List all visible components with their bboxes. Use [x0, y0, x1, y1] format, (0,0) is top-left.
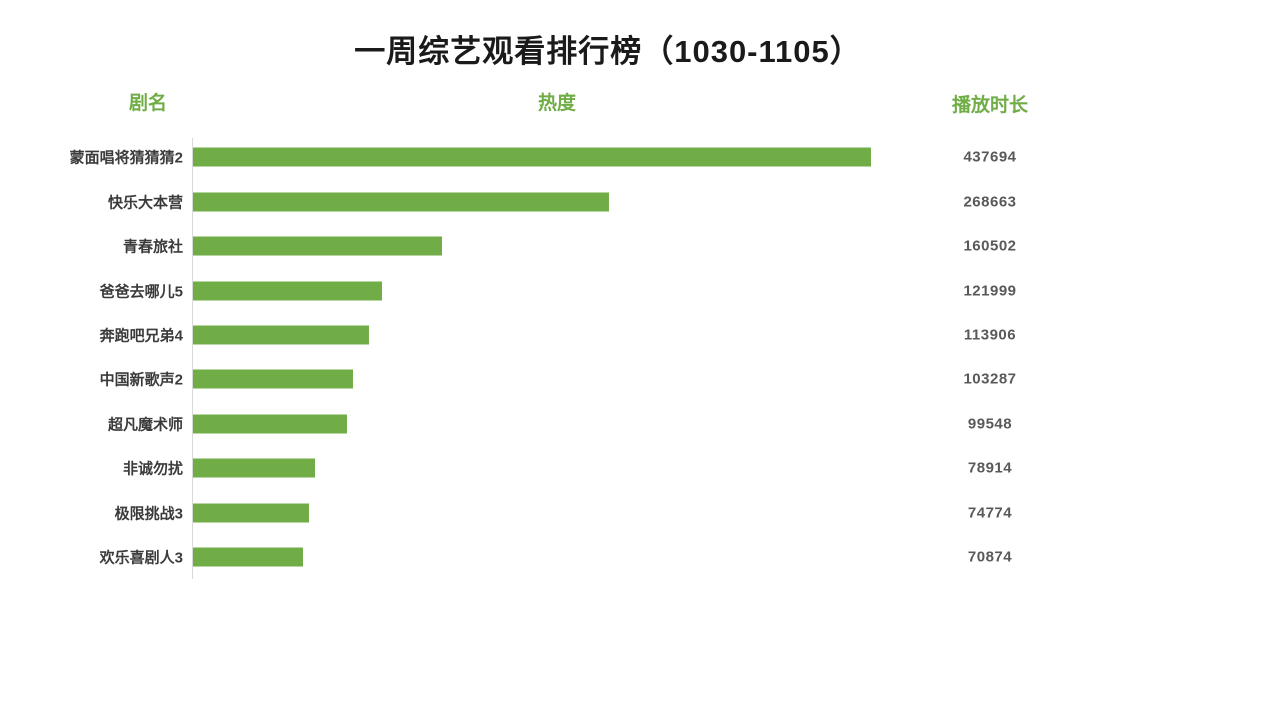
bar-value: 70874 [967, 548, 1013, 566]
bar-label: 欢乐喜剧人3 [99, 549, 183, 567]
bar [193, 281, 382, 301]
chart-row: 非诚勿扰 78914 [0, 446, 1280, 490]
bar-value: 268663 [963, 193, 1017, 211]
y-axis-line [192, 138, 193, 579]
bar-label: 超凡魔术师 [107, 416, 183, 434]
bar-value: 160502 [963, 237, 1017, 255]
bar [193, 414, 348, 434]
chart-row: 蒙面唱将猜猜猜2 437694 [0, 135, 1280, 179]
chart-row: 中国新歌声2 103287 [0, 357, 1280, 401]
bar-chart: 蒙面唱将猜猜猜2 437694 快乐大本营 268663 青春旅社 160502 爸爸去哪儿… [0, 135, 1280, 579]
bar-value: 74774 [967, 504, 1013, 522]
bar [193, 503, 309, 523]
bar-label: 爸爸去哪儿5 [99, 283, 183, 301]
bar-label: 快乐大本营 [107, 194, 183, 212]
bar-label: 非诚勿扰 [122, 460, 183, 478]
bar [193, 547, 303, 567]
bar [193, 458, 316, 478]
chart-title: 一周综艺观看排行榜（1030-1105） [354, 34, 862, 69]
chart-row: 爸爸去哪儿5 121999 [0, 268, 1280, 312]
bar [193, 147, 871, 167]
bar [193, 192, 610, 212]
bar-value: 121999 [963, 282, 1017, 300]
bar-label: 蒙面唱将猜猜猜2 [69, 149, 183, 167]
bar-label: 极限挑战3 [114, 505, 183, 523]
bar-label: 奔跑吧兄弟4 [99, 327, 183, 345]
bar-value: 99548 [967, 415, 1013, 433]
col-header-duration: 播放时长 [951, 95, 1028, 116]
chart-row: 奔跑吧兄弟4 113906 [0, 313, 1280, 357]
col-header-heat: 热度 [537, 93, 576, 114]
bar-label: 中国新歌声2 [99, 371, 183, 389]
chart-row: 极限挑战3 74774 [0, 491, 1280, 535]
chart-row: 青春旅社 160502 [0, 224, 1280, 268]
bar-value: 78914 [967, 459, 1013, 477]
bar [193, 236, 442, 256]
chart-row: 欢乐喜剧人3 70874 [0, 535, 1280, 579]
bar-value: 103287 [963, 370, 1017, 388]
bar [193, 369, 353, 389]
bar [193, 325, 370, 345]
bar-value: 113906 [963, 326, 1017, 344]
col-header-show-name: 剧名 [128, 93, 167, 114]
chart-row: 超凡魔术师 99548 [0, 402, 1280, 446]
chart-row: 快乐大本营 268663 [0, 179, 1280, 223]
bar-value: 437694 [963, 148, 1017, 166]
bar-label: 青春旅社 [122, 238, 183, 256]
